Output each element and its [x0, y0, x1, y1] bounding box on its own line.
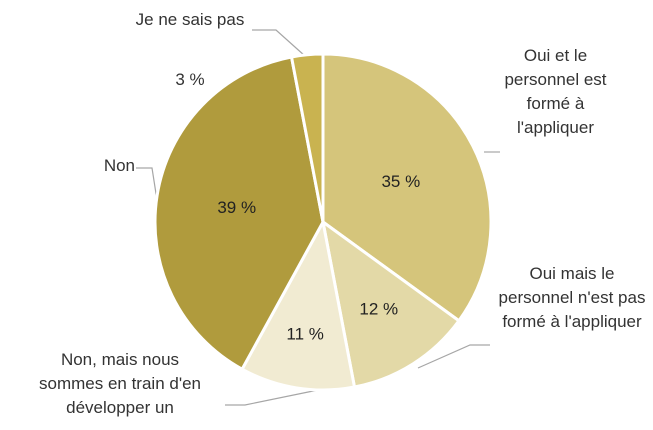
data-label: 3 %	[175, 70, 205, 89]
category-label: Oui et le personnel est formé à l'appliq…	[504, 46, 607, 137]
pie-slice	[289, 52, 325, 223]
pie-slice	[321, 52, 493, 323]
data-label: 39 %	[217, 198, 256, 217]
data-label: 35 %	[381, 172, 420, 191]
pie-slice	[153, 55, 325, 372]
pie-slice	[240, 217, 357, 392]
category-label: Non, mais nous sommes en train d'en déve…	[39, 350, 201, 417]
category-label: Non	[103, 156, 135, 175]
category-label: Oui mais le personnel n'est pas formé à …	[498, 264, 646, 331]
leader-line	[136, 167, 158, 201]
pie-slice	[320, 218, 462, 389]
category-label: Je ne sais pas	[135, 10, 245, 29]
leader-line	[225, 389, 319, 406]
data-label: 11 %	[286, 324, 324, 343]
data-label: 12 %	[359, 299, 398, 318]
leader-line	[417, 344, 490, 369]
leader-line	[252, 29, 306, 57]
